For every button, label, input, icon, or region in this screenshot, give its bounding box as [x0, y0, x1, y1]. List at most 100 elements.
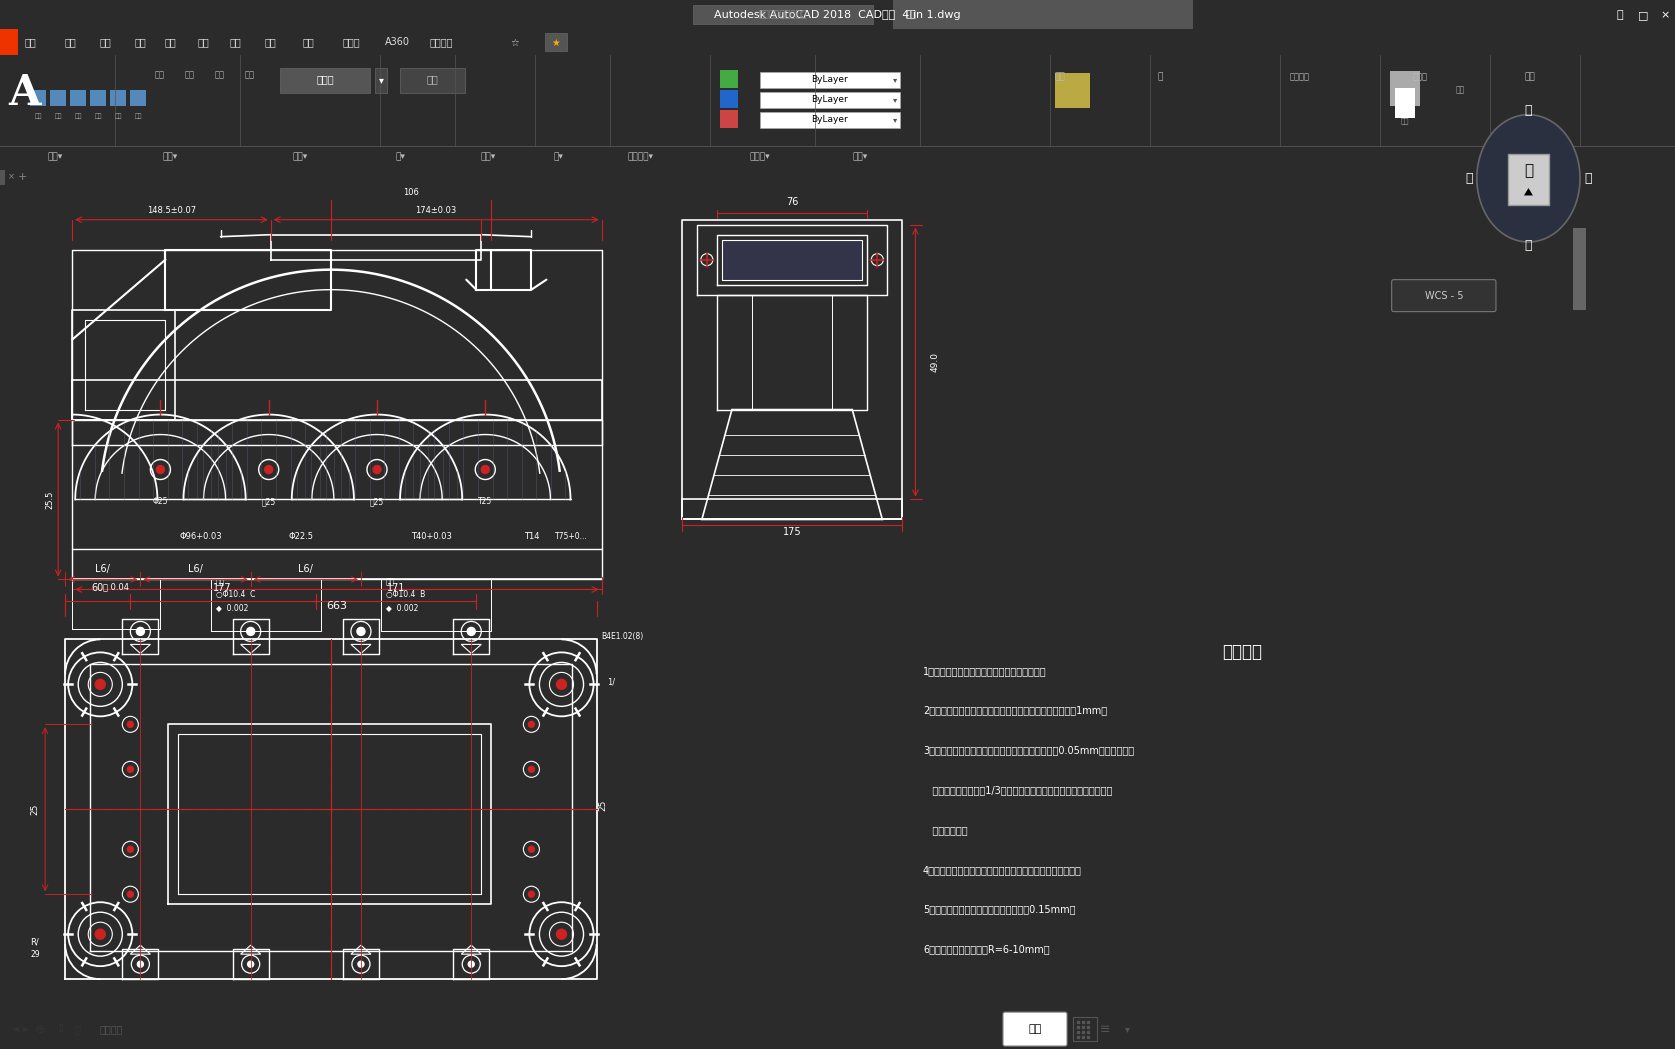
Text: ByLayer: ByLayer: [812, 95, 848, 104]
Text: －: －: [1616, 10, 1623, 20]
Text: 25.5: 25.5: [45, 490, 55, 509]
Bar: [280, 67, 370, 92]
Text: ○Φ10.4  B: ○Φ10.4 B: [385, 591, 425, 599]
Bar: [1508, 154, 1549, 206]
Text: 旋转: 旋转: [34, 113, 42, 119]
Text: 171: 171: [387, 583, 405, 594]
Text: 25: 25: [30, 804, 40, 815]
Text: R/: R/: [30, 937, 39, 946]
Text: 格式: 格式: [166, 38, 178, 47]
Text: 输入命令: 输入命令: [100, 1024, 124, 1034]
Bar: [90, 89, 106, 106]
Text: 模型: 模型: [1028, 1024, 1042, 1034]
Circle shape: [481, 466, 489, 473]
Bar: [1390, 70, 1420, 106]
Text: 实用工具▾: 实用工具▾: [626, 152, 653, 162]
Text: □: □: [1638, 10, 1648, 20]
Bar: [720, 89, 739, 108]
Circle shape: [467, 627, 476, 636]
Text: 粘贴: 粘贴: [1400, 117, 1409, 125]
Circle shape: [127, 847, 134, 852]
Text: 修改▾: 修改▾: [47, 152, 62, 162]
Text: 改小: 改小: [134, 113, 142, 119]
Text: ▾: ▾: [893, 115, 898, 124]
Text: Τ14: Τ14: [524, 533, 539, 541]
Circle shape: [127, 722, 134, 727]
Text: 49.0: 49.0: [930, 351, 940, 371]
Text: 登录: 登录: [905, 10, 916, 20]
Text: ⎕ 0.04: ⎕ 0.04: [104, 582, 129, 592]
Circle shape: [556, 929, 566, 939]
Text: 25: 25: [598, 800, 608, 811]
Text: 则剪: 则剪: [74, 113, 82, 119]
Text: 连拉: 连拉: [54, 113, 62, 119]
Circle shape: [265, 466, 273, 473]
Text: 编辑: 编辑: [65, 38, 77, 47]
Text: ◆  0.002: ◆ 0.002: [385, 603, 419, 613]
Circle shape: [95, 929, 106, 939]
Text: 视图: 视图: [1524, 72, 1536, 82]
Text: ×: ×: [1660, 10, 1670, 20]
Text: 显列: 显列: [94, 113, 102, 119]
Text: 4、细整和翻直合缝后，先打上安位销，连接后再进行钒孔。: 4、细整和翻直合缝后，先打上安位销，连接后再进行钒孔。: [923, 864, 1082, 875]
Text: 剪切板: 剪切板: [1412, 72, 1427, 82]
Text: 特性▾: 特性▾: [481, 152, 496, 162]
Text: 29: 29: [30, 950, 40, 959]
Text: ◄ ►: ◄ ►: [12, 1024, 30, 1034]
Text: 参数化: 参数化: [343, 38, 360, 47]
Text: 标注: 标注: [265, 38, 276, 47]
Circle shape: [469, 961, 474, 967]
Bar: [760, 111, 899, 128]
Bar: [400, 67, 466, 92]
Text: +: +: [18, 172, 27, 181]
Bar: [0, 170, 5, 185]
Text: Τ40+0.03: Τ40+0.03: [410, 533, 452, 541]
Text: ⇕: ⇕: [55, 1023, 65, 1035]
Text: 特性: 特性: [1055, 72, 1065, 82]
Text: 663: 663: [327, 601, 347, 612]
Circle shape: [136, 627, 144, 636]
Polygon shape: [1477, 114, 1580, 242]
Text: 率小: 率小: [385, 577, 395, 586]
Text: 60: 60: [90, 583, 104, 594]
Text: 西: 西: [1466, 172, 1472, 185]
Text: －: －: [1491, 201, 1497, 212]
Bar: [0, 29, 18, 55]
Text: 标注: 标注: [184, 70, 194, 80]
Bar: [760, 71, 899, 88]
Text: 视图: 视图: [100, 38, 112, 47]
Text: L6/: L6/: [298, 564, 313, 575]
Bar: [893, 0, 1193, 29]
FancyBboxPatch shape: [1392, 280, 1496, 312]
Circle shape: [95, 680, 106, 689]
Circle shape: [248, 961, 253, 967]
Text: Τ25: Τ25: [477, 497, 492, 507]
Text: 工具: 工具: [198, 38, 209, 47]
Circle shape: [528, 892, 534, 897]
Text: 1/: 1/: [606, 678, 615, 686]
Text: 76: 76: [786, 197, 799, 207]
Text: 绘图: 绘图: [229, 38, 241, 47]
Text: 1、铆紧轴瓦后应进行清砂，并将行时表面处。: 1、铆紧轴瓦后应进行清砂，并将行时表面处。: [923, 666, 1047, 676]
Bar: [1055, 72, 1090, 108]
Bar: [693, 5, 873, 24]
Text: 视图▾: 视图▾: [853, 152, 868, 162]
Bar: [722, 239, 863, 280]
Text: 插入: 插入: [136, 38, 147, 47]
Text: 图层▾: 图层▾: [293, 152, 308, 162]
Text: ◆  0.002: ◆ 0.002: [216, 603, 248, 613]
Text: 6、圆弧的钉连圆角半径R=6-10mm。: 6、圆弧的钉连圆角半径R=6-10mm。: [923, 944, 1050, 955]
Text: 精选应用: 精选应用: [430, 38, 454, 47]
Text: WCS - 5: WCS - 5: [1424, 291, 1462, 301]
Text: 东: 东: [1585, 172, 1591, 185]
Text: 镶转: 镶转: [114, 113, 122, 119]
Text: 174±0.03: 174±0.03: [415, 206, 457, 215]
Text: 5、细紧先心截与居分到不整位误差小于0.15mm。: 5、细紧先心截与居分到不整位误差小于0.15mm。: [923, 904, 1075, 915]
Circle shape: [127, 767, 134, 772]
Text: 剪切板▾: 剪切板▾: [750, 152, 770, 162]
Text: 不大于居分面宽度的1/3，用涂色法检查旋触面织面积平方整接不少: 不大于居分面宽度的1/3，用涂色法检查旋触面织面积平方整接不少: [923, 786, 1112, 795]
Circle shape: [528, 847, 534, 852]
Text: L6/: L6/: [95, 564, 109, 575]
Text: 创建: 创建: [425, 74, 437, 85]
Text: 3、应在初验受都整面和厘度，居分面的指合性，用0.05mm塞尺塞入深度: 3、应在初验受都整面和厘度，居分面的指合性，用0.05mm塞尺塞入深度: [923, 746, 1134, 755]
